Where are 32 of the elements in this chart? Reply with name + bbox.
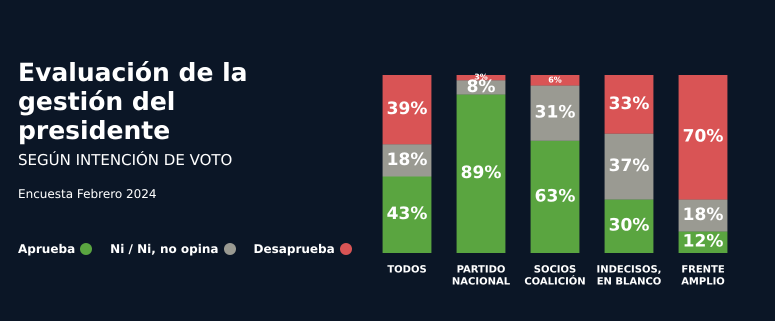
text: Evaluación de la gestión del presidente [18,58,249,145]
data-label: 70% [682,126,724,147]
bar [456,94,506,253]
data-label: 12% [682,232,724,252]
data-label: 33% [608,94,650,114]
data-label: 63% [534,186,576,206]
x-tick-label: TODOS [387,264,427,276]
data-label: 39% [386,99,428,120]
data-label: 89% [460,163,502,184]
legend-label: Ni / Ni, no opina [110,242,219,256]
bar [678,75,728,200]
x-tick-label: PARTIDO NACIONAL [452,264,511,288]
text: Encuesta Febrero 2024 [18,187,158,201]
text: SEGÚN INTENCIÓN DE VOTO [18,151,234,169]
bar [382,176,432,253]
legend-label: Aprueba [18,242,76,256]
bar [530,86,580,141]
data-label: 37% [608,156,650,176]
bar [530,140,580,253]
bar [382,75,432,144]
data-label: 18% [386,150,428,170]
data-label: 6% [548,75,562,84]
x-tick-label: SOCIOS COALICIÓN [524,264,586,288]
data-label: 30% [608,216,650,236]
bar [604,134,654,200]
data-label: 31% [534,102,576,123]
x-tick-label: INDECISOS, EN BLANCO [596,264,662,288]
data-label: 43% [386,204,428,224]
legend-label: Desaprueba [254,242,335,256]
bar [604,75,654,134]
x-tick-label: FRENTE AMPLIO [681,264,725,288]
data-label: 18% [682,205,724,226]
